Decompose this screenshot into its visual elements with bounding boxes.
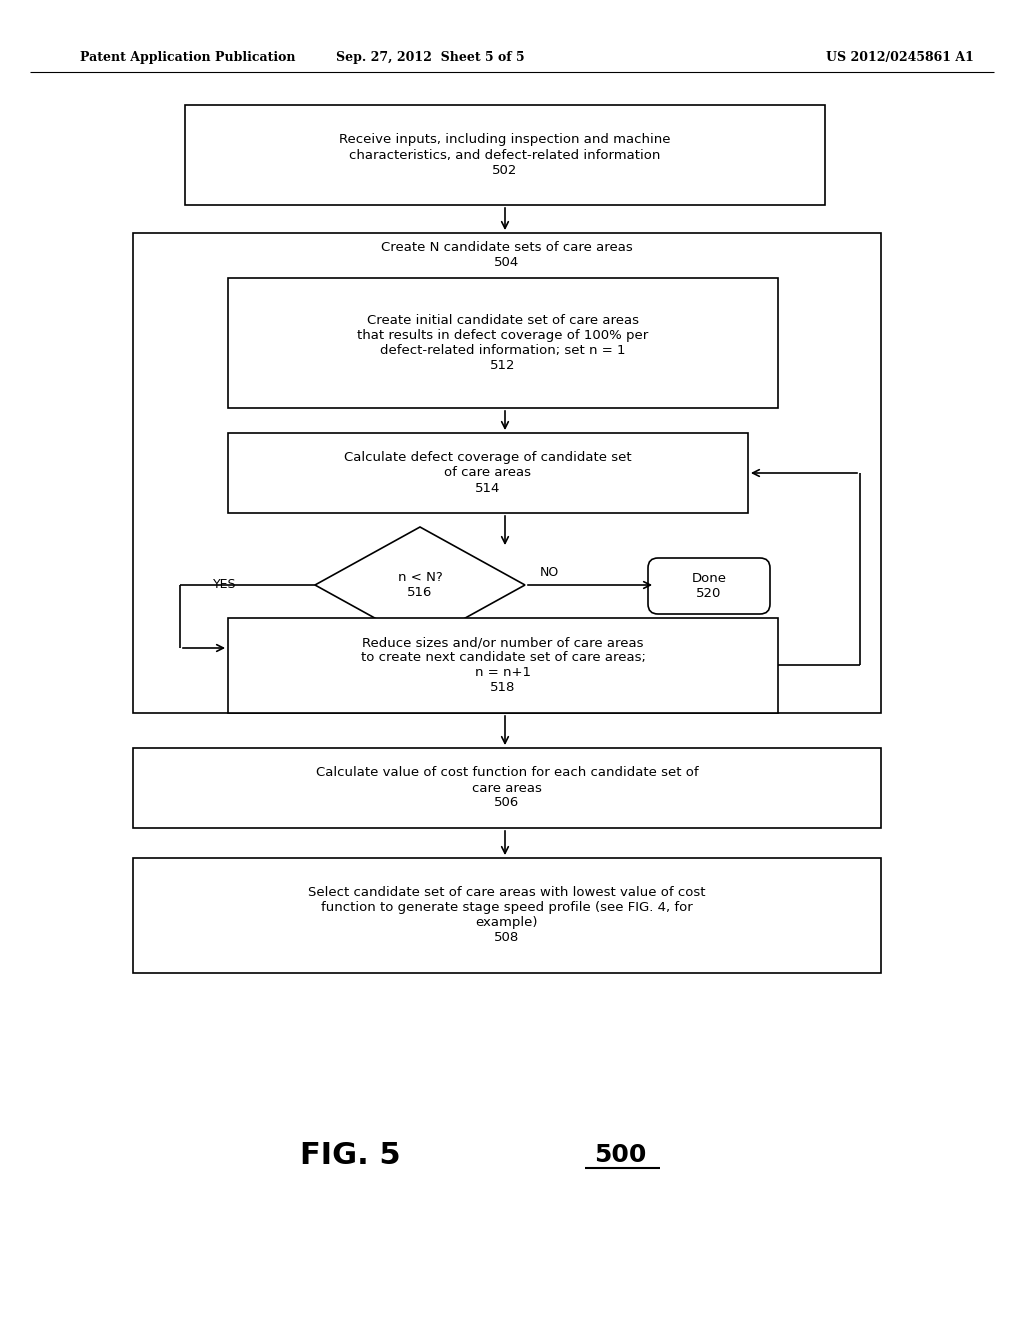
Text: NO: NO [540, 566, 559, 579]
Bar [228, 279, 778, 408]
Text: 500: 500 [594, 1143, 646, 1167]
Text: Done
520: Done 520 [691, 572, 726, 601]
Polygon shape [315, 527, 525, 643]
Text: Patent Application Publication: Patent Application Publication [80, 50, 296, 63]
Text: Reduce sizes and/or number of care areas
to create next candidate set of care ar: Reduce sizes and/or number of care areas… [360, 636, 645, 694]
Text: Receive inputs, including inspection and machine
characteristics, and defect-rel: Receive inputs, including inspection and… [339, 133, 671, 177]
Bar [228, 618, 778, 713]
Bar [133, 234, 881, 713]
Bar [133, 858, 881, 973]
Text: FIG. 5: FIG. 5 [300, 1140, 400, 1170]
Text: YES: YES [213, 578, 237, 591]
Text: US 2012/0245861 A1: US 2012/0245861 A1 [826, 50, 974, 63]
Text: Sep. 27, 2012  Sheet 5 of 5: Sep. 27, 2012 Sheet 5 of 5 [336, 50, 524, 63]
Text: n < N?
516: n < N? 516 [397, 572, 442, 599]
Bar [228, 433, 748, 513]
Text: Create initial candidate set of care areas
that results in defect coverage of 10: Create initial candidate set of care are… [357, 314, 648, 372]
Text: Select candidate set of care areas with lowest value of cost
function to generat: Select candidate set of care areas with … [308, 886, 706, 944]
FancyBboxPatch shape [648, 558, 770, 614]
Bar [133, 748, 881, 828]
Text: Calculate value of cost function for each candidate set of
care areas
506: Calculate value of cost function for eac… [315, 767, 698, 809]
Text: Create N candidate sets of care areas
504: Create N candidate sets of care areas 50… [381, 242, 633, 269]
Text: Calculate defect coverage of candidate set
of care areas
514: Calculate defect coverage of candidate s… [344, 451, 632, 495]
Bar [185, 106, 825, 205]
